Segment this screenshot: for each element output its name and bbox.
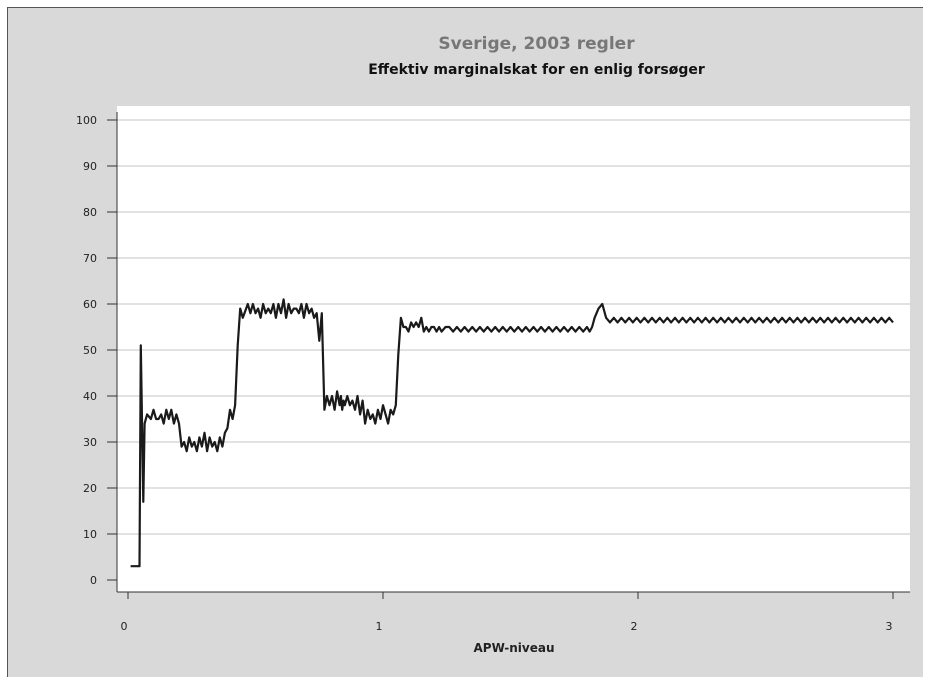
y-tick-label-7: 70 [83, 252, 97, 265]
x-axis-title: APW-niveau [473, 641, 554, 655]
x-tick-label-1: 1 [376, 620, 383, 633]
y-tick-label-9: 90 [83, 160, 97, 173]
series-line-0 [130, 298, 894, 568]
chart-subtitle: Effektiv marginalskat for en enlig forsø… [368, 62, 705, 78]
y-tick-label-5: 50 [83, 344, 97, 357]
x-tick-label-2: 2 [631, 620, 638, 633]
y-tick-label-8: 80 [83, 206, 97, 219]
x-tick-label-0: 0 [121, 620, 128, 633]
plot-area [117, 106, 910, 592]
chart-title: Sverige, 2003 regler [438, 34, 635, 54]
y-tick-label-10: 100 [76, 114, 97, 127]
x-tick-label-3: 3 [886, 620, 893, 633]
y-tick-label-4: 40 [83, 390, 97, 403]
y-tick-label-3: 30 [83, 436, 97, 449]
y-tick-label-1: 10 [83, 528, 97, 541]
y-tick-label-0: 0 [90, 574, 97, 587]
y-tick-label-2: 20 [83, 482, 97, 495]
y-tick-label-6: 60 [83, 298, 97, 311]
